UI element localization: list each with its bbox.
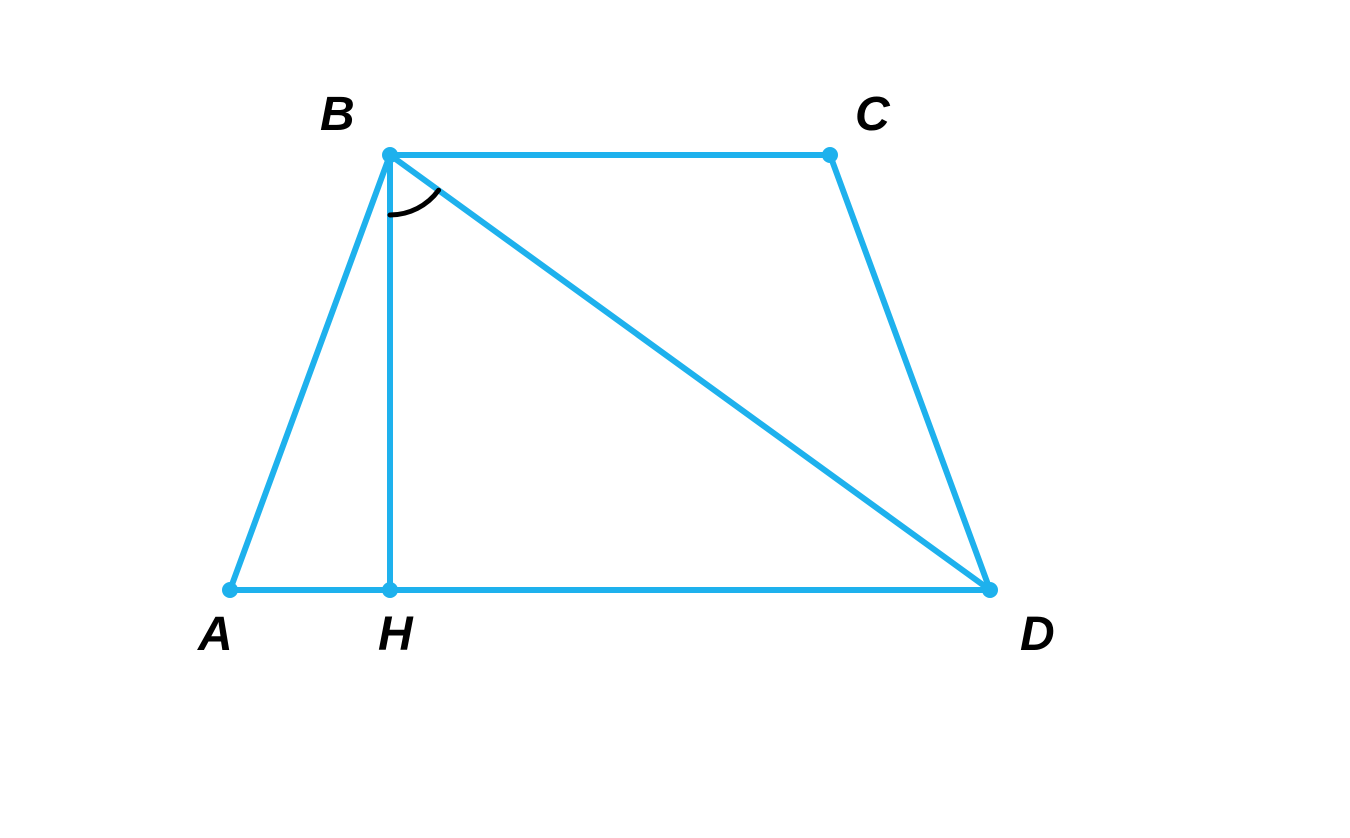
vertex-H bbox=[382, 582, 398, 598]
vertex-B bbox=[382, 147, 398, 163]
edge-B-D bbox=[390, 155, 990, 590]
angle-arc-B bbox=[390, 190, 439, 215]
label-B: B bbox=[320, 88, 355, 141]
edge-A-B bbox=[230, 155, 390, 590]
vertices bbox=[222, 147, 998, 598]
label-C: C bbox=[855, 88, 891, 141]
angle-arc bbox=[390, 190, 439, 215]
vertex-A bbox=[222, 582, 238, 598]
vertex-D bbox=[982, 582, 998, 598]
label-D: D bbox=[1020, 608, 1055, 661]
geometry-diagram: A H D B C bbox=[0, 0, 1350, 838]
vertex-C bbox=[822, 147, 838, 163]
label-A: A bbox=[197, 608, 233, 661]
label-H: H bbox=[378, 608, 414, 661]
vertex-labels: A H D B C bbox=[197, 88, 1055, 661]
edges bbox=[230, 155, 990, 590]
edge-C-D bbox=[830, 155, 990, 590]
